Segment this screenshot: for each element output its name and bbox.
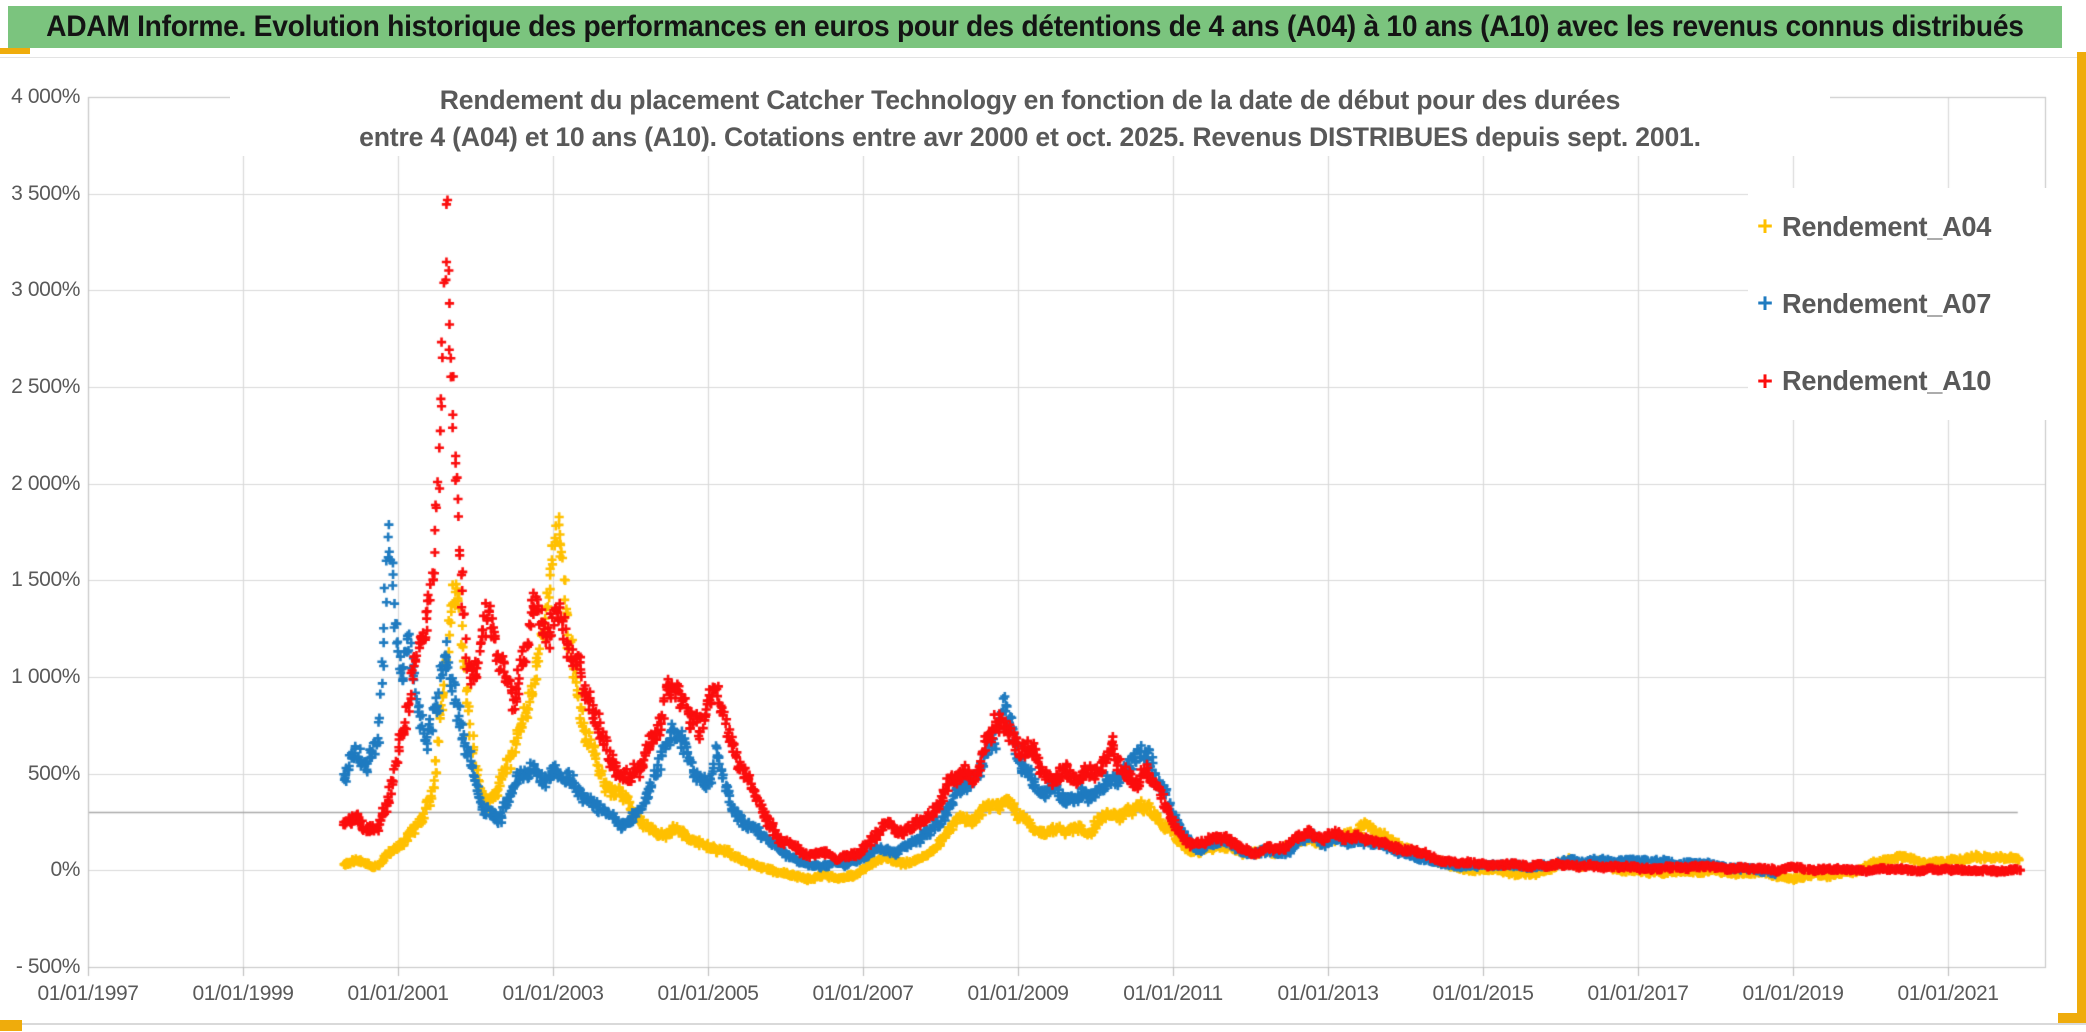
- plus-marker-icon: +: [1757, 288, 1773, 319]
- gold-accent-top-left: [0, 48, 30, 54]
- chart-title: Rendement du placement Catcher Technolog…: [230, 82, 1830, 156]
- x-axis-tick-label: 01/01/2013: [1277, 982, 1379, 1005]
- chart-title-line2: entre 4 (A04) et 10 ans (A10). Cotations…: [359, 122, 1701, 152]
- y-axis-tick-label: 2 000%: [11, 471, 80, 495]
- legend-item-a10: + Rendement_A10: [1748, 346, 2063, 416]
- gold-accent-bottom-right: [2058, 1013, 2086, 1023]
- legend-item-a04: + Rendement_A04: [1748, 192, 2063, 262]
- x-axis-tick-label: 01/01/2005: [657, 982, 759, 1005]
- x-axis-tick-label: 01/01/2009: [967, 982, 1069, 1005]
- legend-label: Rendement_A10: [1782, 365, 1992, 397]
- y-axis-tick-label: 1 500%: [11, 568, 80, 592]
- x-axis-tick-label: 01/01/1999: [192, 982, 294, 1005]
- legend-label: Rendement_A07: [1782, 287, 1992, 319]
- x-axis-tick-label: 01/01/2019: [1742, 982, 1844, 1005]
- legend-label: Rendement_A04: [1782, 210, 1992, 242]
- y-axis-tick-label: 3 500%: [11, 181, 80, 205]
- y-axis-tick-label: 2 500%: [11, 375, 80, 398]
- gold-accent-bottom-left: [0, 1020, 22, 1031]
- x-axis-tick-label: 01/01/2007: [812, 982, 914, 1005]
- plus-marker-icon: +: [1757, 211, 1773, 242]
- y-axis-tick-label: 3 000%: [11, 278, 80, 302]
- y-axis-tick-label: 500%: [27, 761, 81, 785]
- legend-item-a07: + Rendement_A07: [1748, 269, 2063, 339]
- y-axis-tick-label: 4 000%: [11, 85, 80, 108]
- y-axis-tick-label: - 500%: [15, 955, 81, 978]
- x-axis-tick-label: 01/01/2003: [502, 982, 604, 1005]
- x-axis-tick-label: 01/01/1997: [37, 982, 139, 1005]
- x-axis-tick-label: 01/01/2017: [1587, 982, 1689, 1005]
- x-axis-tick-label: 01/01/2011: [1123, 982, 1223, 1005]
- x-axis-tick-label: 01/01/2021: [1897, 982, 1999, 1005]
- y-axis-tick-label: 1 000%: [11, 665, 80, 688]
- chart-title-line1: Rendement du placement Catcher Technolog…: [439, 85, 1621, 115]
- y-axis-tick-label: 0%: [50, 858, 80, 882]
- gold-accent-right-strip: [2077, 52, 2086, 1022]
- plus-marker-icon: +: [1757, 365, 1773, 396]
- x-axis-tick-label: 01/01/2001: [347, 982, 449, 1005]
- x-axis-tick-label: 01/01/2015: [1432, 982, 1534, 1005]
- legend: + Rendement_A04 + Rendement_A07 + Rendem…: [1748, 188, 2063, 420]
